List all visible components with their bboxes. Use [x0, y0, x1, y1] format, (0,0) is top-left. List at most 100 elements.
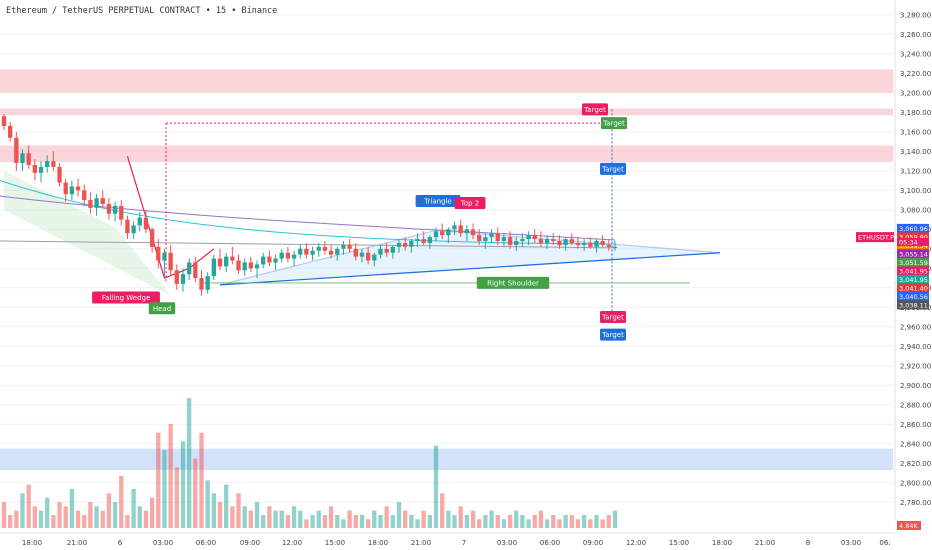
- volume-bar: [322, 515, 328, 528]
- candle-body: [8, 125, 13, 138]
- volume-bar: [581, 515, 587, 528]
- volume-bar: [285, 515, 291, 528]
- candle-body: [384, 248, 389, 253]
- ticker-tag-bg: [856, 232, 894, 243]
- candle-body: [304, 248, 309, 255]
- volume-bar: [224, 484, 229, 528]
- volume-bar: [88, 502, 93, 528]
- candle-body: [458, 225, 463, 234]
- price-label-bg: [897, 274, 929, 284]
- candle-body: [125, 219, 130, 234]
- price-tick-label: 3,280.00: [900, 11, 931, 19]
- volume-bar: [211, 493, 216, 528]
- volume-bar: [26, 484, 31, 528]
- candle-body: [267, 256, 272, 263]
- volume-bar: [162, 450, 167, 528]
- candle-body: [211, 258, 216, 277]
- candle-body: [94, 198, 99, 208]
- pattern-label-bg: [476, 276, 550, 289]
- time-tick-label: 18:00: [22, 539, 42, 547]
- volume-bar: [156, 432, 161, 528]
- price-label: 3,041.40: [899, 284, 928, 292]
- candle-body: [588, 242, 593, 247]
- volume-bar: [446, 510, 451, 528]
- time-axis[interactable]: 18:00 21:00 6 03:00 06:00 09:00 12:00 15:00 18:0…: [0, 532, 895, 547]
- volume-bar: [569, 515, 574, 528]
- candle-body: [557, 241, 562, 245]
- candle-body: [440, 231, 445, 236]
- ma-line: [0, 180, 616, 245]
- volume-bar: [341, 519, 346, 528]
- grid: [0, 0, 896, 520]
- price-tick-label: 3,120.00: [900, 167, 931, 175]
- candle-body: [396, 242, 402, 247]
- volume-bar: [149, 497, 155, 528]
- volume-bars: [1, 398, 618, 528]
- volume-bar: [186, 398, 192, 528]
- symbol-header: Ethereum / TetherUS PERPETUAL CONTRACT •…: [6, 6, 277, 16]
- price-tick-label: 3,260.00: [900, 31, 931, 39]
- time-tick-label: 03:00: [497, 539, 517, 547]
- volume-bar: [199, 432, 204, 528]
- candle-body: [372, 254, 377, 261]
- price-tick-label: 2,960.00: [900, 323, 931, 331]
- candle-body: [32, 164, 38, 173]
- candle-body: [45, 161, 50, 167]
- pattern-label: Right Shoulder: [487, 279, 539, 287]
- price-label: 3,059.80: [899, 233, 928, 241]
- time-tick-label: 7: [462, 539, 466, 547]
- candle-body: [581, 242, 587, 245]
- volume-band-zone: [0, 448, 893, 471]
- candle-body: [421, 239, 426, 243]
- candle-body: [112, 205, 118, 214]
- candle-body: [156, 246, 161, 261]
- price-tick-label: 3,240.00: [900, 50, 931, 58]
- volume-bar: [372, 510, 377, 528]
- volume-bar: [464, 515, 470, 528]
- volume-bar: [316, 510, 321, 528]
- price-label-bg: [897, 291, 929, 301]
- price-tick-label: 3,100.00: [900, 187, 931, 195]
- candle-body: [452, 225, 457, 230]
- volume-bar: [520, 515, 525, 528]
- price-label: 3,055.14: [899, 250, 928, 258]
- volume-bar: [328, 506, 334, 528]
- volume-bar: [82, 515, 87, 528]
- candle-body: [427, 237, 433, 243]
- volume-bar: [38, 510, 44, 528]
- volume-bar: [409, 515, 414, 528]
- price-tick-label: 2,820.00: [900, 460, 931, 468]
- volume-bar: [335, 515, 340, 528]
- volume-bar: [353, 515, 358, 528]
- candle-body: [63, 182, 68, 195]
- time-tick-label: 6: [118, 539, 123, 547]
- candle-body: [88, 200, 93, 208]
- price-label: 3,041.95: [899, 267, 928, 275]
- resistance-zone: [0, 145, 893, 163]
- candle-body: [162, 252, 167, 261]
- pattern-label-bg: [454, 197, 486, 210]
- candle-body: [600, 241, 605, 245]
- volume-bar: [94, 506, 99, 528]
- volume-bar: [495, 515, 500, 528]
- volume-bar: [125, 515, 130, 528]
- candle-body: [409, 241, 414, 247]
- volume-bar: [483, 515, 488, 528]
- volume-bar: [193, 458, 198, 528]
- candle-body: [403, 242, 408, 247]
- price-label-bg: [897, 249, 929, 259]
- candle-body: [168, 252, 173, 271]
- candle-body: [143, 217, 149, 230]
- candle-body: [563, 239, 568, 245]
- candle-body: [261, 256, 266, 265]
- time-tick-label: 06:00: [196, 539, 216, 547]
- volume-bar: [20, 493, 25, 528]
- volume-bar: [267, 506, 272, 528]
- triangle-base: [219, 252, 721, 286]
- volume-bar: [230, 506, 235, 528]
- price-tick-label: 2,900.00: [900, 382, 931, 390]
- volume-bar: [384, 506, 389, 528]
- price-axis[interactable]: 3,280.00 3,260.00 3,240.00 3,220.00 3,200.00…: [856, 11, 931, 530]
- volume-label: 4.84K: [899, 522, 918, 530]
